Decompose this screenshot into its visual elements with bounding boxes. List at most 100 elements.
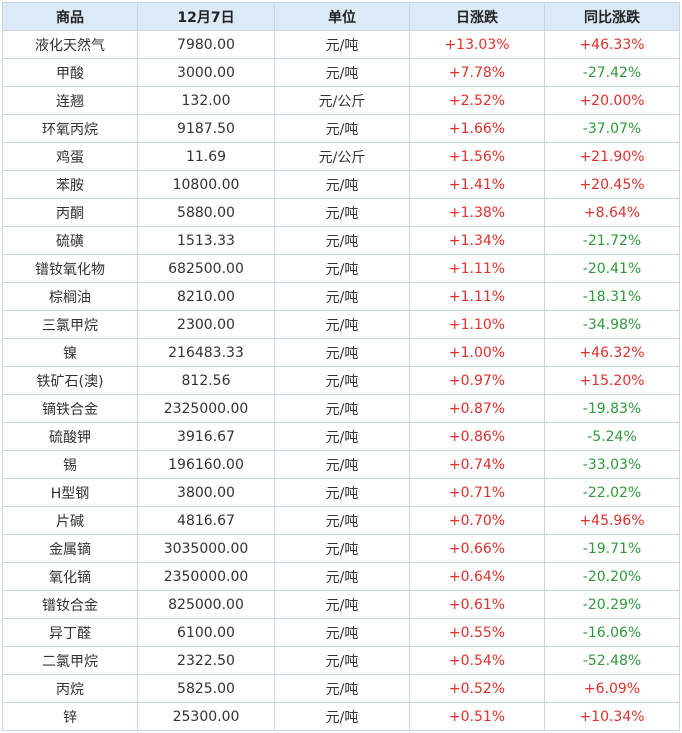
daily-change-cell: +0.86% <box>409 422 545 451</box>
commodity-name-cell: H型钢 <box>2 478 138 507</box>
daily-change-cell: +1.11% <box>409 254 545 283</box>
price-cell: 196160.00 <box>137 450 275 479</box>
header-row: 商品 12月7日 单位 日涨跌 同比涨跌 <box>2 2 680 31</box>
table-row: 锌 25300.00 元/吨 +0.51% +10.34% <box>2 702 680 731</box>
price-cell: 6100.00 <box>137 618 275 647</box>
yoy-change-cell: -16.06% <box>544 618 680 647</box>
daily-change-cell: +0.61% <box>409 590 545 619</box>
unit-cell: 元/吨 <box>274 394 410 423</box>
yoy-change-cell: -20.20% <box>544 562 680 591</box>
yoy-change-cell: -33.03% <box>544 450 680 479</box>
commodity-name-cell: 铁矿石(澳) <box>2 366 138 395</box>
price-cell: 132.00 <box>137 86 275 115</box>
yoy-change-cell: +10.34% <box>544 702 680 731</box>
commodity-name-cell: 液化天然气 <box>2 30 138 59</box>
yoy-change-cell: -52.48% <box>544 646 680 675</box>
table-row: 丙酮 5880.00 元/吨 +1.38% +8.64% <box>2 198 680 227</box>
commodity-name-cell: 异丁醛 <box>2 618 138 647</box>
price-cell: 5880.00 <box>137 198 275 227</box>
table-row: 鸡蛋 11.69 元/公斤 +1.56% +21.90% <box>2 142 680 171</box>
daily-change-cell: +1.66% <box>409 114 545 143</box>
price-cell: 8210.00 <box>137 282 275 311</box>
header-daily-change: 日涨跌 <box>409 2 545 31</box>
table-row: 连翘 132.00 元/公斤 +2.52% +20.00% <box>2 86 680 115</box>
yoy-change-cell: +21.90% <box>544 142 680 171</box>
header-date: 12月7日 <box>137 2 275 31</box>
unit-cell: 元/吨 <box>274 30 410 59</box>
price-cell: 812.56 <box>137 366 275 395</box>
unit-cell: 元/吨 <box>274 58 410 87</box>
price-cell: 2325000.00 <box>137 394 275 423</box>
commodity-name-cell: 金属镝 <box>2 534 138 563</box>
unit-cell: 元/吨 <box>274 646 410 675</box>
yoy-change-cell: +15.20% <box>544 366 680 395</box>
unit-cell: 元/吨 <box>274 506 410 535</box>
daily-change-cell: +0.97% <box>409 366 545 395</box>
table-row: H型钢 3800.00 元/吨 +0.71% -22.02% <box>2 478 680 507</box>
price-cell: 9187.50 <box>137 114 275 143</box>
price-cell: 2322.50 <box>137 646 275 675</box>
table-row: 异丁醛 6100.00 元/吨 +0.55% -16.06% <box>2 618 680 647</box>
daily-change-cell: +0.54% <box>409 646 545 675</box>
unit-cell: 元/吨 <box>274 170 410 199</box>
yoy-change-cell: -37.07% <box>544 114 680 143</box>
commodity-name-cell: 锌 <box>2 702 138 731</box>
unit-cell: 元/吨 <box>274 562 410 591</box>
price-cell: 10800.00 <box>137 170 275 199</box>
commodity-name-cell: 硫酸钾 <box>2 422 138 451</box>
table-row: 镍 216483.33 元/吨 +1.00% +46.32% <box>2 338 680 367</box>
yoy-change-cell: +6.09% <box>544 674 680 703</box>
table-row: 硫酸钾 3916.67 元/吨 +0.86% -5.24% <box>2 422 680 451</box>
daily-change-cell: +1.00% <box>409 338 545 367</box>
commodity-name-cell: 锡 <box>2 450 138 479</box>
commodity-name-cell: 三氯甲烷 <box>2 310 138 339</box>
unit-cell: 元/吨 <box>274 618 410 647</box>
daily-change-cell: +13.03% <box>409 30 545 59</box>
commodity-name-cell: 丙酮 <box>2 198 138 227</box>
daily-change-cell: +1.38% <box>409 198 545 227</box>
table-row: 锡 196160.00 元/吨 +0.74% -33.03% <box>2 450 680 479</box>
daily-change-cell: +2.52% <box>409 86 545 115</box>
unit-cell: 元/吨 <box>274 422 410 451</box>
price-cell: 11.69 <box>137 142 275 171</box>
price-cell: 2300.00 <box>137 310 275 339</box>
yoy-change-cell: +8.64% <box>544 198 680 227</box>
table-row: 三氯甲烷 2300.00 元/吨 +1.10% -34.98% <box>2 310 680 339</box>
commodity-name-cell: 鸡蛋 <box>2 142 138 171</box>
price-cell: 25300.00 <box>137 702 275 731</box>
yoy-change-cell: -27.42% <box>544 58 680 87</box>
yoy-change-cell: -20.29% <box>544 590 680 619</box>
unit-cell: 元/吨 <box>274 282 410 311</box>
unit-cell: 元/吨 <box>274 366 410 395</box>
table-row: 丙烷 5825.00 元/吨 +0.52% +6.09% <box>2 674 680 703</box>
unit-cell: 元/吨 <box>274 478 410 507</box>
price-cell: 682500.00 <box>137 254 275 283</box>
commodity-name-cell: 苯胺 <box>2 170 138 199</box>
unit-cell: 元/吨 <box>274 310 410 339</box>
commodity-name-cell: 氧化镝 <box>2 562 138 591</box>
daily-change-cell: +1.34% <box>409 226 545 255</box>
table-row: 甲酸 3000.00 元/吨 +7.78% -27.42% <box>2 58 680 87</box>
unit-cell: 元/吨 <box>274 674 410 703</box>
price-cell: 5825.00 <box>137 674 275 703</box>
unit-cell: 元/公斤 <box>274 86 410 115</box>
daily-change-cell: +0.70% <box>409 506 545 535</box>
yoy-change-cell: -21.72% <box>544 226 680 255</box>
unit-cell: 元/吨 <box>274 226 410 255</box>
header-commodity: 商品 <box>2 2 138 31</box>
unit-cell: 元/吨 <box>274 198 410 227</box>
unit-cell: 元/吨 <box>274 534 410 563</box>
unit-cell: 元/吨 <box>274 338 410 367</box>
table-row: 液化天然气 7980.00 元/吨 +13.03% +46.33% <box>2 30 680 59</box>
yoy-change-cell: -5.24% <box>544 422 680 451</box>
daily-change-cell: +1.41% <box>409 170 545 199</box>
daily-change-cell: +7.78% <box>409 58 545 87</box>
table-row: 苯胺 10800.00 元/吨 +1.41% +20.45% <box>2 170 680 199</box>
yoy-change-cell: -18.31% <box>544 282 680 311</box>
commodity-name-cell: 片碱 <box>2 506 138 535</box>
price-cell: 1513.33 <box>137 226 275 255</box>
commodity-name-cell: 硫磺 <box>2 226 138 255</box>
yoy-change-cell: -34.98% <box>544 310 680 339</box>
commodity-name-cell: 环氧丙烷 <box>2 114 138 143</box>
